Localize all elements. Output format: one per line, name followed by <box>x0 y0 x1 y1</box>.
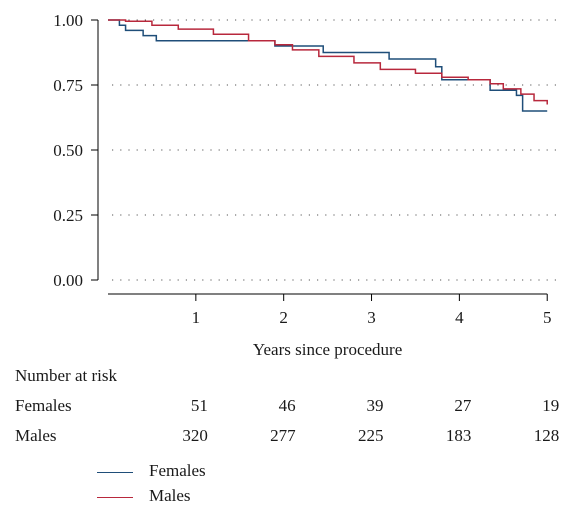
y-tick-label: 0.25 <box>53 206 83 225</box>
legend-swatch-males <box>97 497 133 498</box>
risk-row-label: Males <box>15 426 57 445</box>
y-tick-label: 0.75 <box>53 76 83 95</box>
legend-swatch-females <box>97 472 133 473</box>
risk-cell: 27 <box>454 396 472 415</box>
risk-cell: 320 <box>182 426 208 445</box>
axis-ticks: 0.00 0.25 0.50 0.75 1.00 1 2 3 4 5 <box>53 11 551 327</box>
x-tick-label: 4 <box>455 308 464 327</box>
series-lines <box>108 19 548 112</box>
x-tick-label: 5 <box>543 308 552 327</box>
legend-label-females: Females <box>149 461 206 480</box>
risk-cell: 51 <box>190 396 208 415</box>
risk-row-label: Females <box>15 396 72 415</box>
risk-cell: 225 <box>358 426 384 445</box>
risk-cell: 46 <box>278 396 296 415</box>
x-tick-label: 1 <box>192 308 201 327</box>
risk-table-title: Number at risk <box>15 366 117 385</box>
x-axis-label: Years since procedure <box>253 340 402 359</box>
series-line-males <box>108 19 548 105</box>
risk-cell: 277 <box>270 426 296 445</box>
risk-cell: 39 <box>366 396 384 415</box>
x-tick-label: 3 <box>367 308 376 327</box>
y-tick-label: 0.00 <box>53 271 83 290</box>
risk-cell: 19 <box>542 396 560 415</box>
x-tick-label: 2 <box>279 308 288 327</box>
y-tick-label: 0.50 <box>53 141 83 160</box>
risk-cell: 128 <box>533 426 560 445</box>
legend-label-males: Males <box>149 486 191 505</box>
y-tick-label: 1.00 <box>53 11 83 30</box>
gridlines <box>112 19 556 281</box>
risk-table: Number at risk Females 51 46 39 27 19 Males 320… <box>15 366 560 445</box>
risk-cell: 183 <box>445 426 472 445</box>
series-line-females <box>108 19 548 112</box>
survival-chart: 0.00 0.25 0.50 0.75 1.00 1 2 3 4 5 Years since pr… <box>53 11 556 359</box>
